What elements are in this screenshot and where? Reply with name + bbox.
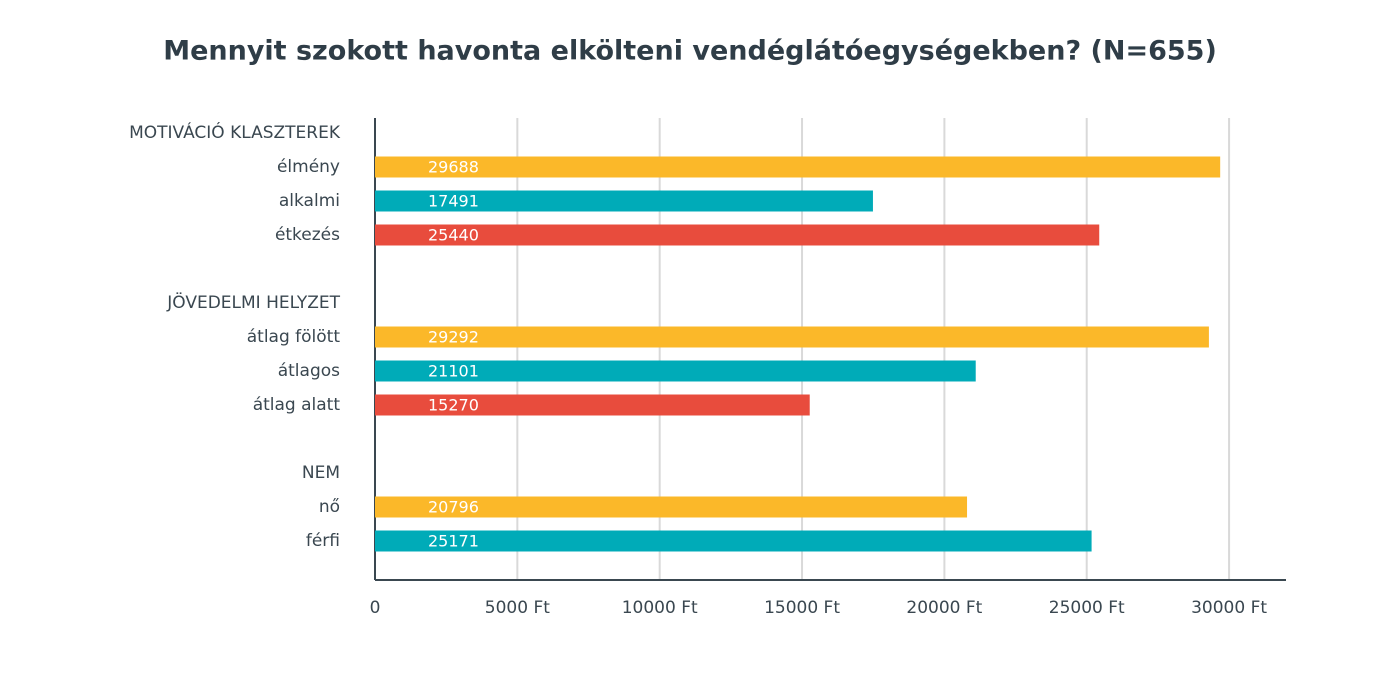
value-label: 17491 (428, 192, 479, 211)
value-label: 29688 (428, 158, 479, 177)
y-tick-label: átlag alatt (253, 395, 341, 415)
value-label: 20796 (428, 498, 479, 517)
value-label: 25171 (428, 532, 479, 551)
y-tick-label: nő (319, 497, 340, 517)
x-tick-label: 20000 Ft (906, 598, 982, 618)
x-tick-label: 15000 Ft (764, 598, 840, 618)
y-tick-label: élmény (277, 157, 340, 177)
x-tick-label: 30000 Ft (1191, 598, 1267, 618)
y-tick-label: JÖVEDELMI HELYZET (166, 291, 340, 313)
y-tick-label: átlagos (278, 361, 340, 381)
bar (375, 394, 810, 416)
y-tick-label: NEM (302, 463, 340, 483)
y-tick-label: étkezés (275, 225, 340, 245)
value-label: 21101 (428, 362, 479, 381)
value-label: 25440 (428, 226, 479, 245)
bar (375, 530, 1092, 552)
y-tick-label: MOTIVÁCIÓ KLASZTEREK (129, 121, 341, 143)
bar (375, 326, 1209, 348)
value-label: 15270 (428, 396, 479, 415)
bar (375, 190, 873, 212)
x-tick-label: 10000 Ft (622, 598, 698, 618)
y-tick-label: alkalmi (279, 191, 340, 211)
bar (375, 156, 1221, 178)
bar (375, 496, 968, 518)
x-tick-label: 5000 Ft (485, 598, 550, 618)
chart-title: Mennyit szokott havonta elkölteni vendég… (163, 36, 1217, 67)
y-tick-label: átlag fölött (247, 327, 341, 347)
bar (375, 224, 1100, 246)
value-label: 29292 (428, 328, 479, 347)
x-tick-label: 0 (370, 598, 381, 618)
y-tick-label: férfi (306, 531, 340, 551)
bar (375, 360, 976, 382)
x-tick-label: 25000 Ft (1049, 598, 1125, 618)
